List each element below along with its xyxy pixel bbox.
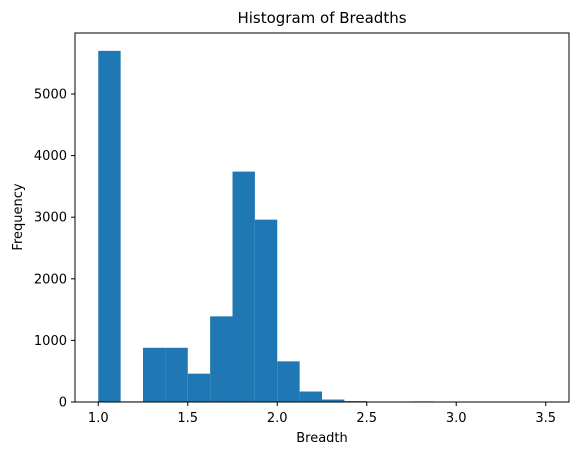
- histogram-bar: [98, 50, 121, 402]
- y-tick-label: 5000: [34, 87, 67, 102]
- histogram-bar: [143, 347, 166, 402]
- y-axis-label: Frequency: [11, 183, 26, 250]
- chart-title: Histogram of Breadths: [237, 9, 406, 27]
- y-tick-label: 3000: [34, 211, 67, 226]
- histogram-bar: [277, 361, 300, 402]
- histogram-bar: [299, 391, 322, 402]
- x-axis-label: Breadth: [296, 431, 348, 446]
- x-tick-label: 1.5: [177, 411, 198, 426]
- histogram-bar: [187, 373, 211, 402]
- plot-frame: [74, 32, 570, 403]
- x-tick-label: 3.0: [446, 411, 467, 426]
- x-tick-label: 2.5: [356, 411, 377, 426]
- x-tick-label: 2.0: [267, 411, 288, 426]
- histogram-bar: [165, 347, 188, 402]
- y-axis-ticks: 0 1000 2000 3000 4000 5000: [34, 87, 75, 411]
- x-axis-ticks: 1.0 1.5 2.0 2.5 3.0 3.5: [88, 402, 556, 426]
- histogram-bar: [254, 219, 278, 402]
- y-tick-label: 4000: [34, 149, 67, 164]
- histogram-bar: [210, 316, 233, 402]
- histogram-bar: [322, 399, 345, 402]
- y-tick-label: 2000: [34, 272, 67, 287]
- histogram-bar: [232, 171, 255, 402]
- x-tick-label: 1.0: [88, 411, 109, 426]
- y-tick-label: 1000: [34, 334, 67, 349]
- x-tick-label: 3.5: [535, 411, 556, 426]
- y-tick-label: 0: [59, 396, 67, 411]
- bars-group: [98, 50, 546, 402]
